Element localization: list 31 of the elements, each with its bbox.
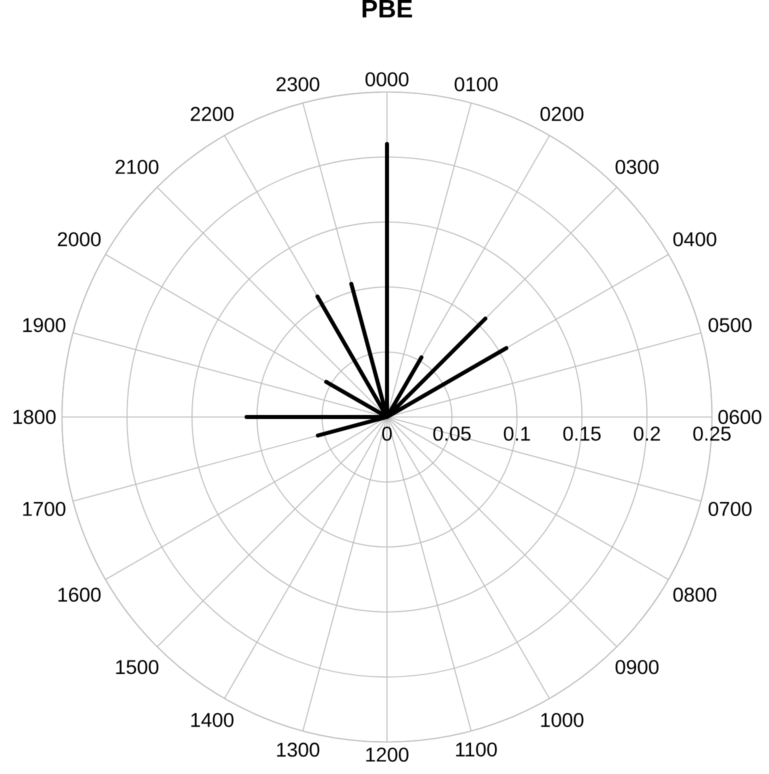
spoke-label: 1900 (23, 318, 66, 332)
spoke-label: 2200 (190, 106, 234, 122)
spoke-label: 0400 (673, 232, 716, 246)
spoke-label: 2300 (276, 77, 320, 92)
y-tick-label: 0.05 (433, 426, 471, 441)
spoke-label: 0000 (366, 72, 408, 86)
chart-title: PBE (362, 0, 412, 18)
spoke-label: 0900 (616, 660, 659, 674)
y-tick-label: 0.25 (693, 426, 731, 441)
spoke-label: 1000 (541, 712, 584, 728)
spoke-label: 0600 (718, 410, 762, 424)
spoke-label: 2100 (116, 160, 158, 174)
spoke-label: 1600 (58, 588, 101, 602)
spoke-label: 1300 (277, 742, 320, 757)
spoke-label: 0200 (540, 106, 584, 122)
spoke-label: 0800 (673, 588, 716, 602)
spoke-label: 1200 (366, 748, 408, 762)
spoke-label: 0700 (708, 502, 752, 516)
spoke-label: 2000 (58, 232, 101, 246)
spoke-label: 0100 (454, 77, 498, 92)
y-tick-label: 0.1 (504, 426, 530, 441)
spoke-label: 1700 (23, 502, 66, 516)
spoke-label: 1400 (191, 712, 234, 728)
spoke-label: 0300 (616, 160, 659, 174)
spoke-label: 1500 (116, 660, 158, 674)
spoke-label: 1100 (456, 742, 497, 757)
y-tick-label: 0 (382, 426, 392, 441)
spoke-label: 0500 (708, 318, 752, 332)
spoke-label: 1800 (13, 410, 56, 424)
y-tick-label: 0.2 (634, 426, 660, 441)
y-tick-label: 0.15 (563, 426, 601, 441)
